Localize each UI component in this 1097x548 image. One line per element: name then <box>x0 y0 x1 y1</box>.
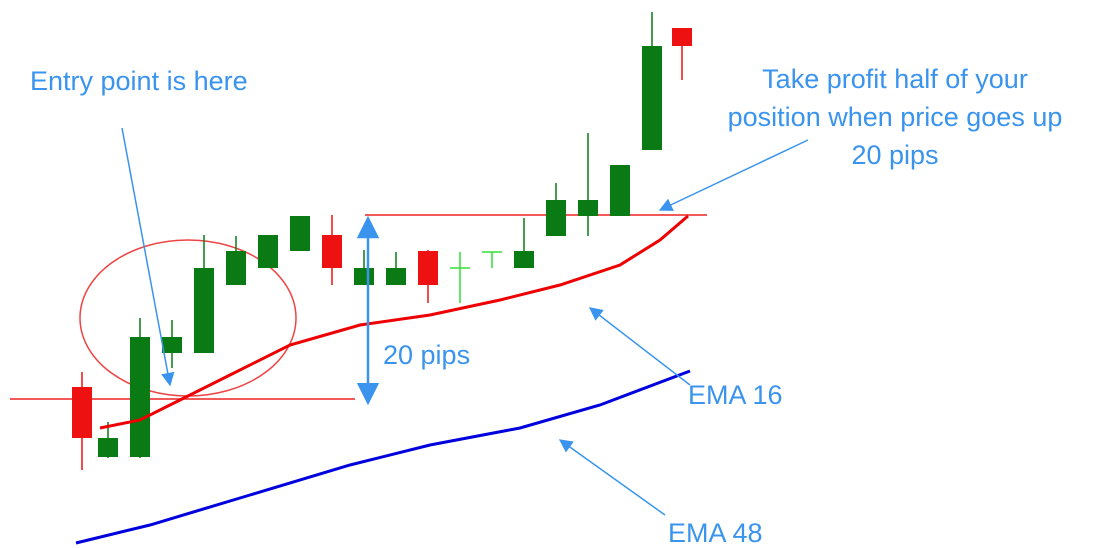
ema16-line <box>99 214 689 430</box>
ema48-line <box>75 369 691 545</box>
candle-part <box>642 46 662 150</box>
candle-part <box>672 28 692 46</box>
candle-part <box>514 251 534 268</box>
candle-part <box>290 216 310 251</box>
candle-part <box>386 268 406 285</box>
level-lines <box>10 214 707 400</box>
candle-part <box>578 200 598 216</box>
ema48-label: EMA 48 <box>668 518 763 548</box>
take-profit-label: Take profit half of your <box>762 64 1028 94</box>
candle-part <box>418 251 438 285</box>
candle-part <box>610 165 630 216</box>
pips-label: 20 pips <box>383 340 470 370</box>
candle-part <box>258 235 278 268</box>
candle-part <box>194 268 214 353</box>
candle-part <box>226 251 246 285</box>
candle-part <box>322 235 342 268</box>
candle-part <box>546 200 566 236</box>
candle-part <box>72 387 92 438</box>
candle-part <box>354 268 374 285</box>
entry-label: Entry point is here <box>30 66 248 96</box>
candle-part <box>130 337 150 457</box>
candles <box>72 12 692 470</box>
candle-part <box>98 438 118 457</box>
take-profit-label: position when price goes up <box>728 102 1063 132</box>
arrows <box>121 127 809 516</box>
ema16-label: EMA 16 <box>688 380 783 410</box>
candle-part <box>162 337 182 353</box>
take-profit-label: 20 pips <box>851 140 938 170</box>
